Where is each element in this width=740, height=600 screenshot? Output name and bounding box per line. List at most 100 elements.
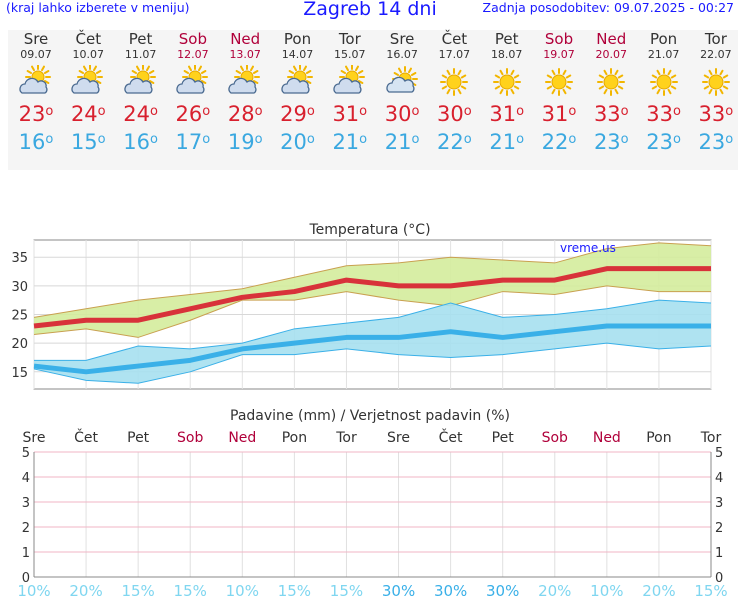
forecast-day: Tor 22.07 33o 23o bbox=[690, 30, 740, 156]
forecast-day: Pet 18.07 31o 21o bbox=[481, 30, 533, 156]
max-temperature: 24o bbox=[70, 102, 106, 126]
y-tick-label-left: 0 bbox=[22, 571, 30, 586]
x-tick-label: Pet bbox=[492, 430, 515, 446]
sun-icon bbox=[492, 68, 521, 96]
day-date: 22.07 bbox=[700, 48, 732, 61]
max-temperature: 28o bbox=[227, 102, 263, 126]
y-tick-label-left: 1 bbox=[22, 546, 30, 561]
x-tick-label: Pon bbox=[646, 430, 671, 446]
last-update-label: Zadnja posodobitev: 09.07.2025 - 00:27 bbox=[482, 0, 734, 15]
forecast-day: Sre 16.07 30o 21o bbox=[376, 30, 428, 156]
max-temperature: 33o bbox=[646, 102, 681, 126]
forecast-day: Tor 15.07 31o 21o bbox=[324, 30, 376, 156]
min-temperature: 16o bbox=[123, 130, 158, 154]
day-name: Ned bbox=[230, 30, 261, 48]
max-temperature: 31o bbox=[541, 102, 577, 126]
day-date: 14.07 bbox=[281, 48, 314, 61]
x-tick-label: Čet bbox=[439, 428, 463, 446]
sun-icon bbox=[649, 68, 678, 96]
day-date: 12.07 bbox=[177, 48, 209, 61]
day-name: Sob bbox=[178, 30, 207, 48]
temperature-chart-title: Temperatura (°C) bbox=[308, 222, 430, 238]
precipitation-probability-label: 30% bbox=[434, 582, 467, 600]
forecast-day: Čet 17.07 30o 22o bbox=[428, 30, 480, 156]
precipitation-probability-label: 20% bbox=[642, 582, 675, 600]
x-tick-label: Pet bbox=[127, 430, 150, 446]
sun-icon bbox=[701, 68, 730, 96]
forecast-day: Ned 13.07 28o 19o bbox=[219, 30, 271, 156]
page-title: Zagreb 14 dni bbox=[303, 0, 437, 20]
x-tick-label: Sob bbox=[177, 430, 203, 446]
temperature-chart: Temperatura (°C) 15 20 25 30 35 vreme.us bbox=[11, 222, 712, 390]
min-temperature: 23o bbox=[593, 130, 629, 154]
day-name: Pet bbox=[128, 30, 153, 48]
min-temperature: 22o bbox=[541, 130, 577, 154]
day-name: Pon bbox=[649, 30, 678, 48]
precipitation-probability-label: 15% bbox=[121, 582, 154, 600]
partly-cloudy-sun-icon bbox=[71, 65, 104, 94]
min-temperature: 20o bbox=[280, 130, 315, 154]
max-temperature: 24o bbox=[123, 102, 158, 126]
forecast-day: Pet 11.07 24o 16o bbox=[115, 30, 167, 156]
day-date: 18.07 bbox=[490, 48, 523, 61]
partly-cloudy-sun-icon bbox=[19, 65, 51, 94]
day-date: 19.07 bbox=[543, 48, 575, 61]
x-tick-label: Ned bbox=[593, 430, 621, 446]
min-temperature: 23o bbox=[646, 130, 681, 154]
y-tick-label-right: 3 bbox=[715, 496, 723, 511]
x-tick-label: Sob bbox=[542, 430, 568, 446]
partly-cloudy-sun-icon bbox=[176, 65, 208, 94]
precipitation-probability-label: 10% bbox=[17, 582, 50, 600]
precipitation-probability-label: 30% bbox=[486, 582, 519, 600]
day-date: 13.07 bbox=[229, 48, 261, 61]
header-hint[interactable]: (kraj lahko izberete v meniju) bbox=[6, 0, 190, 15]
min-temperature: 21o bbox=[489, 130, 525, 154]
forecast-day: Pon 21.07 33o 23o bbox=[638, 30, 690, 156]
max-temperature: 31o bbox=[332, 102, 368, 126]
y-tick-label: 15 bbox=[11, 366, 28, 381]
y-tick-label-left: 5 bbox=[22, 446, 30, 461]
y-tick-label: 35 bbox=[11, 251, 28, 266]
day-name: Sre bbox=[389, 30, 415, 48]
y-tick-label: 20 bbox=[11, 337, 28, 352]
forecast-day: Sob 12.07 26o 17o bbox=[167, 30, 219, 156]
max-temp-line bbox=[33, 266, 711, 329]
forecast-day: Čet 10.07 24o 15o bbox=[62, 30, 114, 156]
forecast-day: Ned 20.07 33o 23o bbox=[585, 30, 637, 156]
day-name: Tor bbox=[704, 30, 727, 48]
y-tick-label-right: 4 bbox=[715, 471, 723, 486]
day-date: 11.07 bbox=[124, 48, 157, 61]
min-temperature: 16o bbox=[18, 130, 54, 154]
y-tick-label-right: 2 bbox=[715, 521, 723, 536]
range-band-lower-edge bbox=[33, 342, 712, 384]
day-name: Tor bbox=[338, 30, 361, 48]
y-tick-label-right: 1 bbox=[715, 546, 723, 561]
min-temperature: 19o bbox=[227, 130, 263, 154]
mostly-sunny-icon bbox=[386, 66, 419, 93]
precipitation-probability-label: 15% bbox=[174, 582, 207, 600]
sun-icon bbox=[597, 68, 626, 96]
day-date: 09.07 bbox=[20, 48, 52, 61]
sun-icon bbox=[440, 68, 469, 96]
day-date: 21.07 bbox=[647, 48, 680, 61]
y-tick-label-left: 2 bbox=[22, 521, 30, 536]
max-temperature: 30o bbox=[384, 102, 420, 126]
day-name: Čet bbox=[441, 30, 468, 48]
min-temperature: 21o bbox=[384, 130, 420, 154]
max-temperature: 33o bbox=[698, 102, 734, 126]
min-temp-range-band bbox=[34, 300, 711, 384]
watermark-text: vreme.us bbox=[560, 241, 616, 255]
day-date: 10.07 bbox=[72, 48, 105, 61]
day-name: Pon bbox=[283, 30, 312, 48]
min-temperature: 22o bbox=[437, 130, 472, 154]
x-tick-label: Čet bbox=[74, 428, 98, 446]
x-tick-label: Ned bbox=[228, 430, 256, 446]
x-tick-label: Tor bbox=[700, 430, 722, 446]
day-name: Sob bbox=[544, 30, 574, 48]
min-temp-line bbox=[33, 323, 711, 375]
forecast-day: Pon 14.07 29o 20o bbox=[272, 30, 324, 156]
max-temperature: 23o bbox=[18, 102, 54, 126]
precipitation-probability-label: 15% bbox=[330, 582, 363, 600]
y-tick-label: 25 bbox=[11, 309, 28, 324]
y-tick-label: 30 bbox=[11, 280, 28, 295]
